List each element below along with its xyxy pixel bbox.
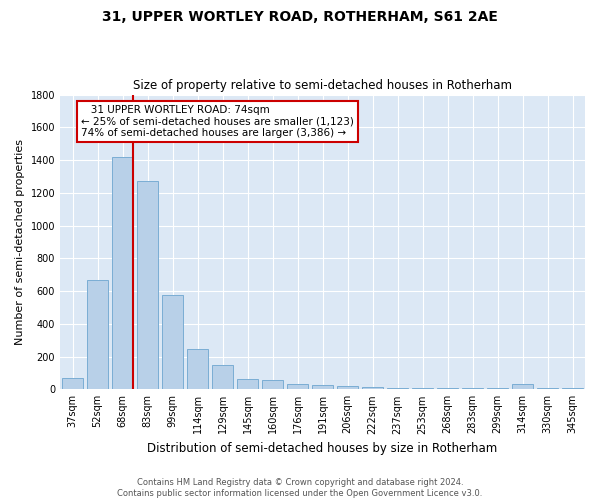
- Bar: [462, 388, 483, 390]
- Y-axis label: Number of semi-detached properties: Number of semi-detached properties: [15, 139, 25, 345]
- Bar: [437, 388, 458, 390]
- Bar: [137, 182, 158, 390]
- Bar: [162, 295, 183, 390]
- Title: Size of property relative to semi-detached houses in Rotherham: Size of property relative to semi-detach…: [133, 79, 512, 92]
- Bar: [112, 157, 133, 390]
- Bar: [362, 387, 383, 390]
- Bar: [62, 378, 83, 390]
- Bar: [487, 388, 508, 390]
- Bar: [512, 384, 533, 390]
- Text: Contains HM Land Registry data © Crown copyright and database right 2024.
Contai: Contains HM Land Registry data © Crown c…: [118, 478, 482, 498]
- Bar: [262, 380, 283, 390]
- Bar: [237, 380, 258, 390]
- X-axis label: Distribution of semi-detached houses by size in Rotherham: Distribution of semi-detached houses by …: [148, 442, 497, 455]
- Text: 31, UPPER WORTLEY ROAD, ROTHERHAM, S61 2AE: 31, UPPER WORTLEY ROAD, ROTHERHAM, S61 2…: [102, 10, 498, 24]
- Bar: [312, 385, 333, 390]
- Bar: [537, 388, 558, 390]
- Bar: [212, 364, 233, 390]
- Bar: [337, 386, 358, 390]
- Bar: [187, 349, 208, 390]
- Bar: [562, 388, 583, 390]
- Text: 31 UPPER WORTLEY ROAD: 74sqm
← 25% of semi-detached houses are smaller (1,123)
7: 31 UPPER WORTLEY ROAD: 74sqm ← 25% of se…: [81, 105, 354, 138]
- Bar: [412, 388, 433, 390]
- Bar: [287, 384, 308, 390]
- Bar: [387, 388, 408, 390]
- Bar: [87, 280, 108, 390]
